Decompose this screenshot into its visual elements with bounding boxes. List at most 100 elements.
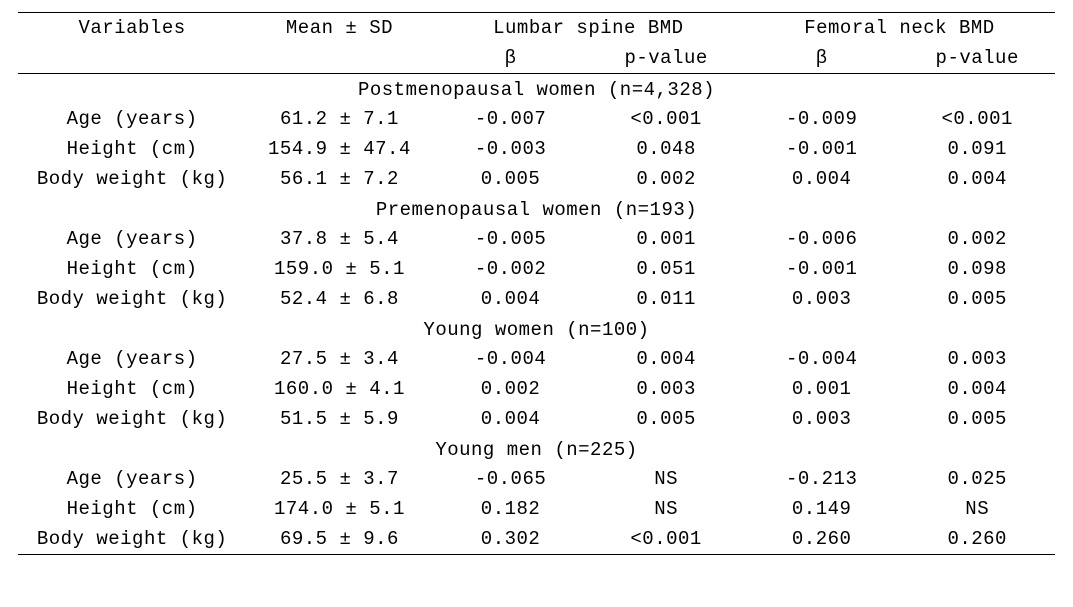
cell-var: Body weight (kg)	[18, 164, 246, 194]
header-row-1: Variables Mean ± SD Lumbar spine BMD Fem…	[18, 13, 1055, 44]
cell-fp: <0.001	[899, 104, 1055, 134]
cell-lb: 0.002	[433, 374, 589, 404]
cell-mean: 51.5 ± 5.9	[246, 404, 433, 434]
cell-lp: 0.001	[588, 224, 744, 254]
cell-lp: 0.005	[588, 404, 744, 434]
cell-var: Height (cm)	[18, 494, 246, 524]
section-header: Young men (n=225)	[18, 434, 1055, 464]
col-header-lumbar-beta: β	[433, 43, 589, 74]
cell-lb: -0.002	[433, 254, 589, 284]
table-row: Age (years)61.2 ± 7.1-0.007<0.001-0.009<…	[18, 104, 1055, 134]
cell-var: Age (years)	[18, 344, 246, 374]
section-header: Young women (n=100)	[18, 314, 1055, 344]
table-row: Body weight (kg)56.1 ± 7.20.0050.0020.00…	[18, 164, 1055, 194]
cell-mean: 27.5 ± 3.4	[246, 344, 433, 374]
section-title: Postmenopausal women (n=4,328)	[18, 74, 1055, 105]
col-header-femoral-beta: β	[744, 43, 900, 74]
table-row: Age (years)37.8 ± 5.4-0.0050.001-0.0060.…	[18, 224, 1055, 254]
cell-mean: 61.2 ± 7.1	[246, 104, 433, 134]
cell-lb: 0.004	[433, 404, 589, 434]
cell-fb: -0.213	[744, 464, 900, 494]
cell-mean: 174.0 ± 5.1	[246, 494, 433, 524]
cell-fb: 0.003	[744, 404, 900, 434]
cell-var: Age (years)	[18, 224, 246, 254]
header-row-2: β p-value β p-value	[18, 43, 1055, 74]
table-row: Age (years)27.5 ± 3.4-0.0040.004-0.0040.…	[18, 344, 1055, 374]
cell-lb: -0.007	[433, 104, 589, 134]
cell-fb: 0.149	[744, 494, 900, 524]
cell-fp: 0.098	[899, 254, 1055, 284]
cell-lp: NS	[588, 464, 744, 494]
cell-mean: 25.5 ± 3.7	[246, 464, 433, 494]
cell-var: Age (years)	[18, 464, 246, 494]
cell-fb: 0.004	[744, 164, 900, 194]
cell-lp: 0.051	[588, 254, 744, 284]
cell-lp: 0.011	[588, 284, 744, 314]
cell-fp: 0.002	[899, 224, 1055, 254]
section-header: Premenopausal women (n=193)	[18, 194, 1055, 224]
col-group-lumbar: Lumbar spine BMD	[433, 13, 744, 44]
col-header-lumbar-p: p-value	[588, 43, 744, 74]
section-title: Young men (n=225)	[18, 434, 1055, 464]
cell-var: Body weight (kg)	[18, 284, 246, 314]
cell-fp: 0.091	[899, 134, 1055, 164]
table-row: Height (cm)154.9 ± 47.4-0.0030.048-0.001…	[18, 134, 1055, 164]
cell-lb: 0.005	[433, 164, 589, 194]
cell-lb: -0.065	[433, 464, 589, 494]
cell-lb: -0.004	[433, 344, 589, 374]
table-row: Height (cm)159.0 ± 5.1-0.0020.051-0.0010…	[18, 254, 1055, 284]
cell-mean: 69.5 ± 9.6	[246, 524, 433, 555]
cell-mean: 159.0 ± 5.1	[246, 254, 433, 284]
cell-fp: 0.005	[899, 284, 1055, 314]
table-row: Body weight (kg)51.5 ± 5.90.0040.0050.00…	[18, 404, 1055, 434]
cell-lp: <0.001	[588, 104, 744, 134]
cell-lp: <0.001	[588, 524, 744, 555]
cell-var: Height (cm)	[18, 254, 246, 284]
cell-lp: 0.004	[588, 344, 744, 374]
cell-mean: 37.8 ± 5.4	[246, 224, 433, 254]
col-header-mean-sd: Mean ± SD	[246, 13, 433, 44]
bmd-table: Variables Mean ± SD Lumbar spine BMD Fem…	[18, 12, 1055, 555]
section-title: Young women (n=100)	[18, 314, 1055, 344]
cell-fp: 0.004	[899, 164, 1055, 194]
cell-fb: 0.003	[744, 284, 900, 314]
cell-var: Height (cm)	[18, 134, 246, 164]
cell-lb: 0.182	[433, 494, 589, 524]
table-body: Postmenopausal women (n=4,328)Age (years…	[18, 74, 1055, 555]
table-row: Height (cm)160.0 ± 4.10.0020.0030.0010.0…	[18, 374, 1055, 404]
cell-var: Height (cm)	[18, 374, 246, 404]
cell-fp: 0.005	[899, 404, 1055, 434]
cell-lb: -0.003	[433, 134, 589, 164]
cell-fp: 0.025	[899, 464, 1055, 494]
cell-mean: 56.1 ± 7.2	[246, 164, 433, 194]
cell-fb: 0.260	[744, 524, 900, 555]
cell-fp: NS	[899, 494, 1055, 524]
cell-fb: -0.006	[744, 224, 900, 254]
table-row: Body weight (kg)69.5 ± 9.60.302<0.0010.2…	[18, 524, 1055, 555]
cell-fb: 0.001	[744, 374, 900, 404]
table-row: Body weight (kg)52.4 ± 6.80.0040.0110.00…	[18, 284, 1055, 314]
cell-fp: 0.003	[899, 344, 1055, 374]
cell-var: Age (years)	[18, 104, 246, 134]
cell-var: Body weight (kg)	[18, 404, 246, 434]
cell-lp: 0.002	[588, 164, 744, 194]
section-title: Premenopausal women (n=193)	[18, 194, 1055, 224]
section-header: Postmenopausal women (n=4,328)	[18, 74, 1055, 105]
cell-lp: 0.048	[588, 134, 744, 164]
col-header-variables: Variables	[18, 13, 246, 44]
cell-mean: 154.9 ± 47.4	[246, 134, 433, 164]
cell-mean: 52.4 ± 6.8	[246, 284, 433, 314]
cell-lp: 0.003	[588, 374, 744, 404]
cell-fp: 0.004	[899, 374, 1055, 404]
cell-mean: 160.0 ± 4.1	[246, 374, 433, 404]
cell-fb: -0.001	[744, 134, 900, 164]
cell-lp: NS	[588, 494, 744, 524]
col-header-femoral-p: p-value	[899, 43, 1055, 74]
table-row: Height (cm)174.0 ± 5.10.182NS0.149NS	[18, 494, 1055, 524]
cell-var: Body weight (kg)	[18, 524, 246, 555]
cell-lb: 0.004	[433, 284, 589, 314]
cell-lb: 0.302	[433, 524, 589, 555]
cell-fb: -0.009	[744, 104, 900, 134]
table-row: Age (years)25.5 ± 3.7-0.065NS-0.2130.025	[18, 464, 1055, 494]
cell-fb: -0.001	[744, 254, 900, 284]
